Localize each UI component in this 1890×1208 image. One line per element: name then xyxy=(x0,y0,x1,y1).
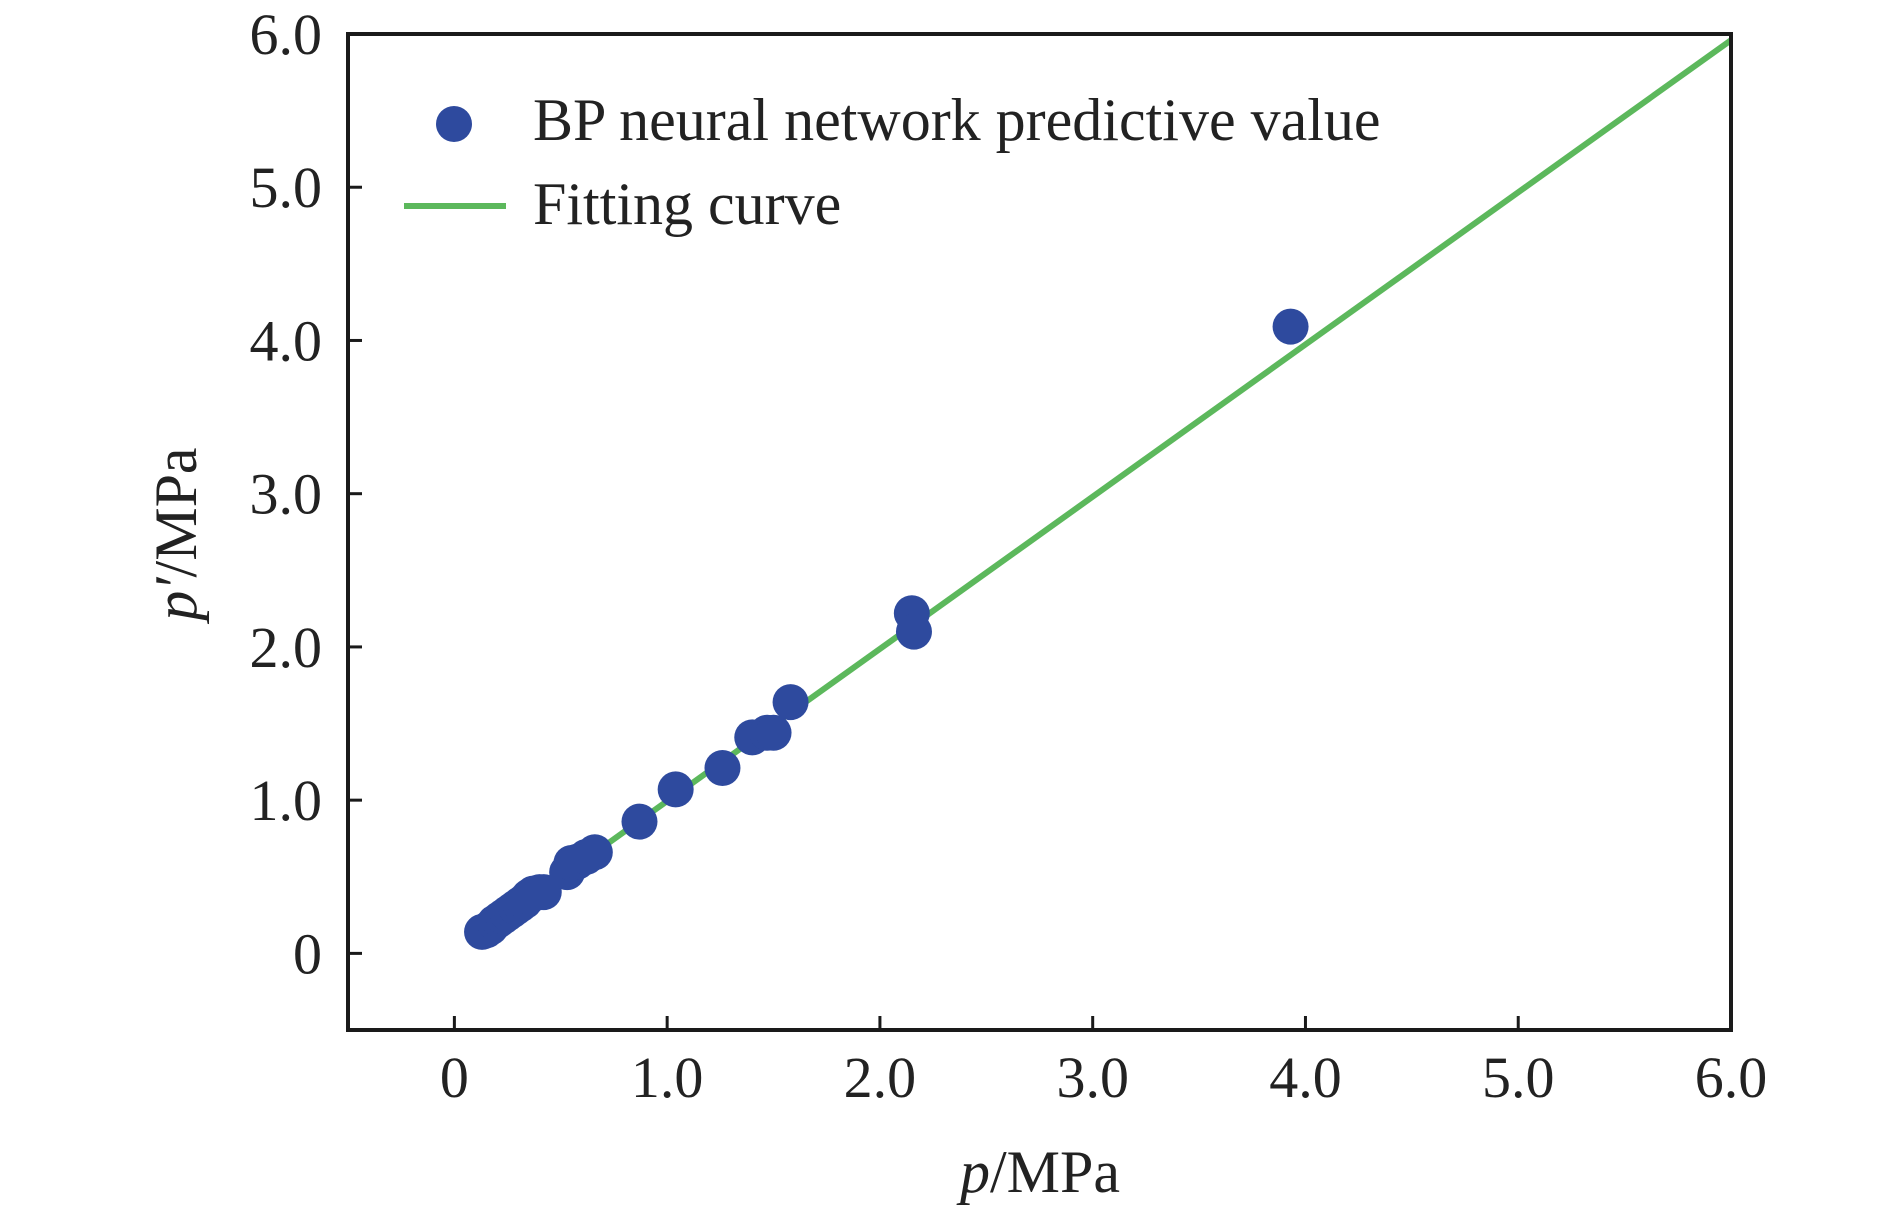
legend: BP neural network predictive value Fitti… xyxy=(404,87,1381,237)
scatter-point xyxy=(657,771,694,808)
x-tick-label: 3.0 xyxy=(1056,1045,1129,1110)
x-tick-label: 0 xyxy=(440,1045,469,1110)
y-tick-label: 5.0 xyxy=(250,155,323,220)
x-tick-label: 1.0 xyxy=(631,1045,704,1110)
scatter-point xyxy=(704,749,741,786)
x-tick-label: 4.0 xyxy=(1269,1045,1342,1110)
x-axis-label-variable: p xyxy=(956,1139,990,1205)
legend-label-line: Fitting curve xyxy=(533,171,841,237)
scatter-point xyxy=(772,684,809,721)
y-axis-label: p′/MPa xyxy=(143,447,209,624)
y-tick-label: 3.0 xyxy=(250,462,323,527)
y-tick-label: 0 xyxy=(293,921,322,986)
legend-label-scatter: BP neural network predictive value xyxy=(533,87,1381,153)
y-axis-label-variable: p′ xyxy=(143,577,209,625)
x-axis-label: p/MPa xyxy=(956,1139,1120,1205)
y-tick-label: 2.0 xyxy=(250,615,323,680)
scatter-points-layer xyxy=(464,308,1309,950)
plot-frame xyxy=(346,32,1733,1032)
x-tick-label: 6.0 xyxy=(1695,1045,1768,1110)
x-tick-label: 5.0 xyxy=(1482,1045,1555,1110)
legend-marker-scatter xyxy=(436,106,472,142)
scatter-point xyxy=(621,803,658,840)
y-tick-label: 4.0 xyxy=(250,308,323,373)
scatter-point xyxy=(755,714,792,751)
x-axis-label-unit: /MPa xyxy=(990,1139,1120,1205)
scatter-point xyxy=(895,613,932,650)
y-axis-label-unit: /MPa xyxy=(143,447,209,577)
scatter-point xyxy=(1272,308,1309,345)
scatter-point xyxy=(576,834,613,871)
axis-tick-labels: 0 1.0 2.0 3.0 4.0 5.0 6.0 0 1.0 2.0 3.0 4.0 5.0 6.0 xyxy=(250,2,1768,1110)
scatter-point xyxy=(525,874,562,911)
y-tick-label: 6.0 xyxy=(250,2,323,67)
x-tick-label: 2.0 xyxy=(844,1045,917,1110)
y-tick-label: 1.0 xyxy=(250,768,323,833)
